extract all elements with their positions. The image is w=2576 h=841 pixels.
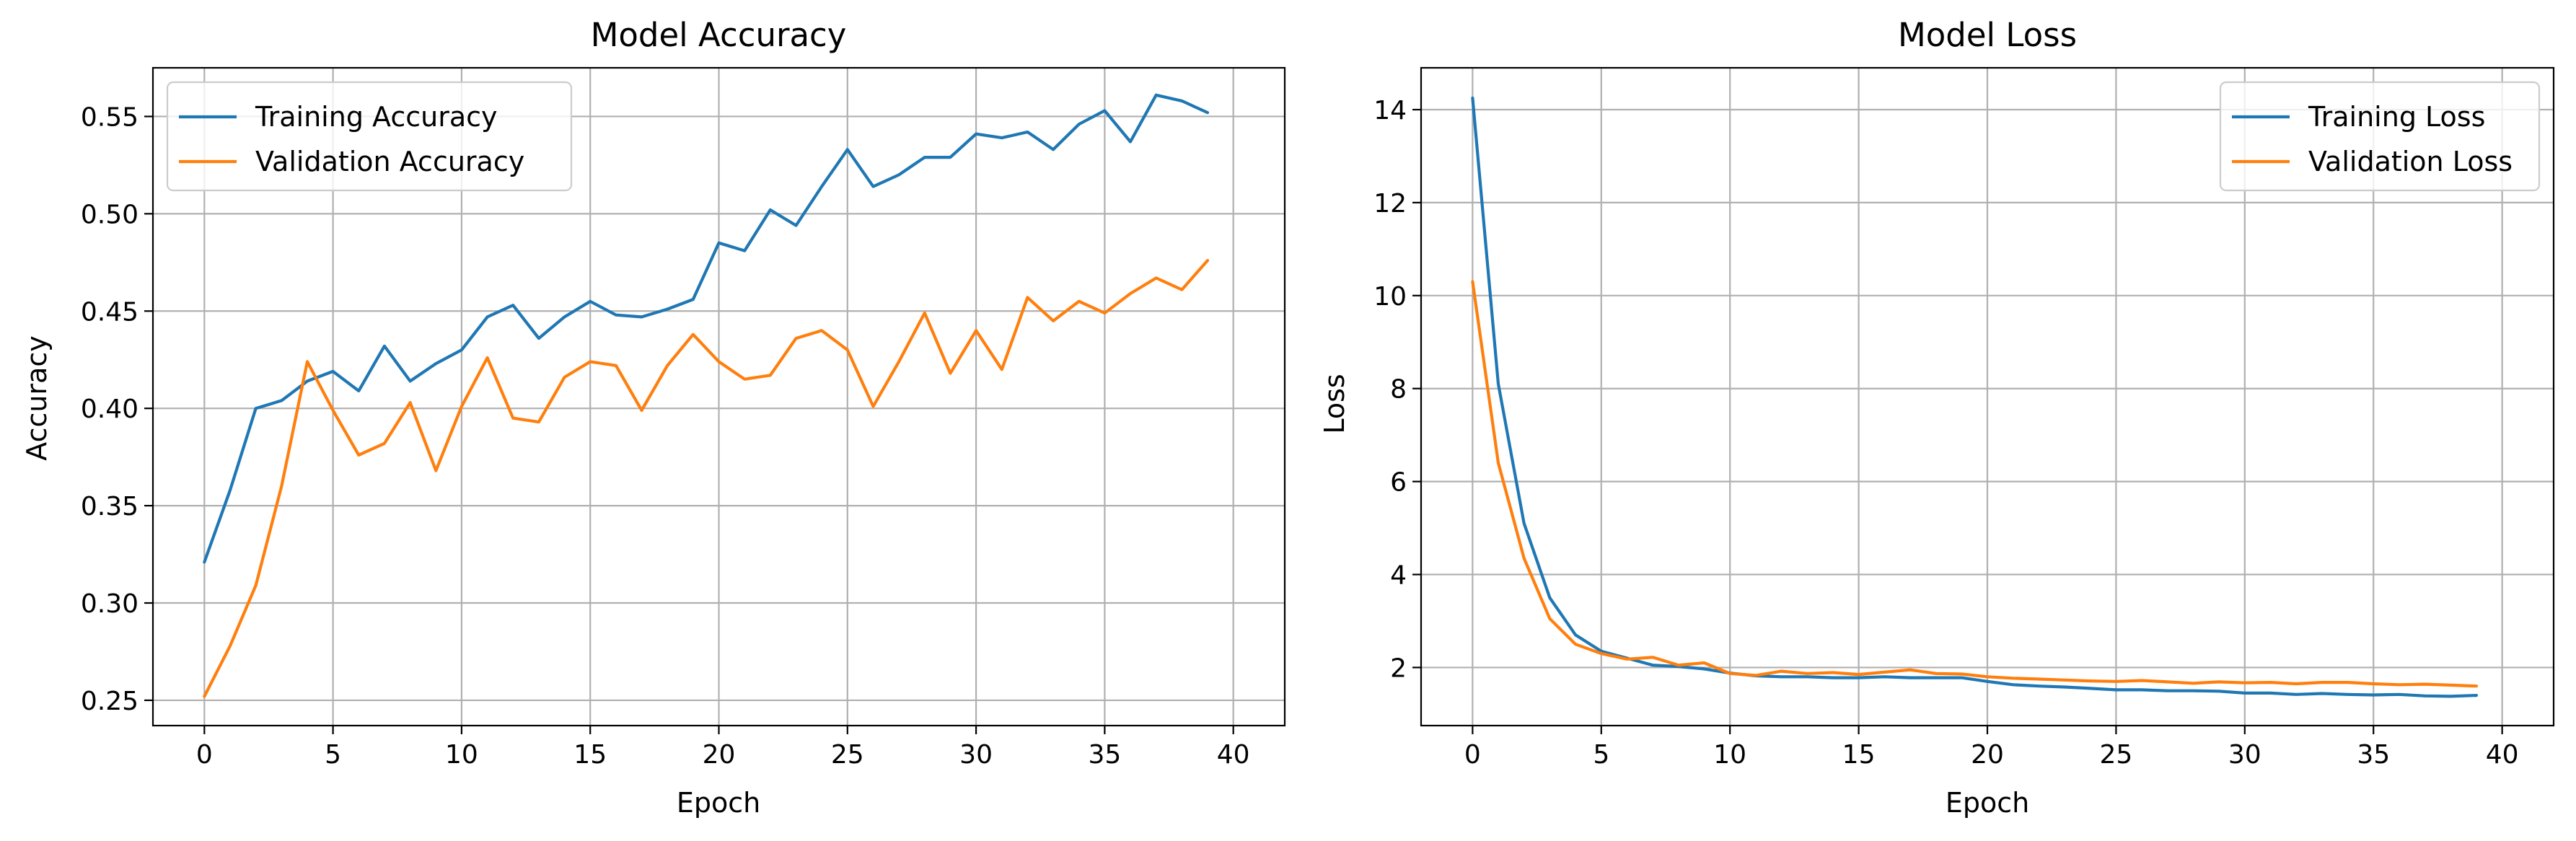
loss-legend: Training Loss Validation Loss [2219,81,2541,192]
accuracy-x-tick-label: 0 [196,740,213,770]
loss-y-tick-label: 10 [1373,282,1407,312]
loss-x-axis-label: Epoch [1946,787,2029,819]
loss-x-tick-label: 20 [1971,740,2004,770]
accuracy-chart-title: Model Accuracy [591,16,847,54]
loss-y-tick-label: 8 [1390,375,1407,405]
loss-x-tick-label: 5 [1593,740,1609,770]
accuracy-y-tick-label: 0.50 [81,200,139,229]
accuracy-x-tick-label: 10 [445,740,478,770]
accuracy-y-tick-label: 0.25 [81,687,139,716]
loss-chart: Model Loss Epoch Loss 0 5 10 15 20 25 30 35 40 2 4… [1319,16,2555,819]
accuracy-axes: 0 5 10 15 20 25 30 35 40 0.25 0.30 0.35 0.40 0.45 0.50… [81,102,1250,770]
accuracy-y-tick-label: 0.45 [81,297,139,327]
loss-y-tick-label: 2 [1390,653,1407,683]
accuracy-y-tick-label: 0.40 [81,395,139,424]
accuracy-chart: Model Accuracy Epoch Accuracy 0 5 10 15 20 25… [21,16,1286,819]
loss-series-lines [1471,96,2479,698]
accuracy-x-axis-label: Epoch [677,787,760,819]
loss-x-tick-label: 30 [2228,740,2261,770]
loss-y-tick-label: 4 [1390,561,1407,591]
loss-chart-title: Model Loss [1898,16,2077,54]
accuracy-y-tick-label: 0.55 [81,102,139,132]
accuracy-legend: Training Accuracy Validation Accuracy [166,81,573,192]
loss-x-tick-label: 0 [1464,740,1481,770]
accuracy-x-tick-label: 15 [573,740,607,770]
loss-x-tick-label: 15 [1842,740,1876,770]
accuracy-x-tick-label: 25 [831,740,864,770]
loss-legend-label-2: Validation Loss [2308,146,2513,177]
loss-legend-box [2219,81,2541,192]
accuracy-x-tick-label: 5 [325,740,341,770]
accuracy-y-axis-label: Accuracy [21,335,53,461]
accuracy-y-tick-label: 0.30 [81,589,139,619]
accuracy-legend-label-2: Validation Accuracy [255,146,524,177]
accuracy-series-line-1 [203,93,1210,564]
loss-x-tick-label: 10 [1713,740,1746,770]
loss-x-tick-label: 40 [2486,740,2519,770]
accuracy-x-tick-label: 35 [1088,740,1121,770]
loss-axes: 0 5 10 15 20 25 30 35 40 2 4 6 8 10 12 14 [1373,96,2518,770]
loss-legend-label-1: Training Loss [2308,101,2485,133]
accuracy-series-line-2 [203,259,1210,698]
accuracy-y-tick-label: 0.35 [81,492,139,521]
loss-y-tick-label: 12 [1373,189,1407,219]
loss-x-tick-label: 35 [2357,740,2390,770]
accuracy-plot-frame [151,66,1286,727]
accuracy-legend-box [166,81,573,192]
loss-x-tick-label: 25 [2100,740,2133,770]
loss-series-line-1 [1471,96,2479,698]
loss-y-tick-label: 6 [1390,468,1407,498]
accuracy-legend-label-1: Training Accuracy [255,101,498,133]
loss-y-axis-label: Loss [1319,374,1350,433]
loss-series-line-2 [1471,280,2479,688]
accuracy-series-lines [203,93,1210,698]
loss-plot-frame [1420,66,2555,727]
accuracy-x-tick-label: 20 [703,740,736,770]
accuracy-grid [153,68,1285,726]
accuracy-x-tick-label: 40 [1217,740,1250,770]
loss-y-tick-label: 14 [1373,96,1407,126]
accuracy-x-tick-label: 30 [959,740,993,770]
